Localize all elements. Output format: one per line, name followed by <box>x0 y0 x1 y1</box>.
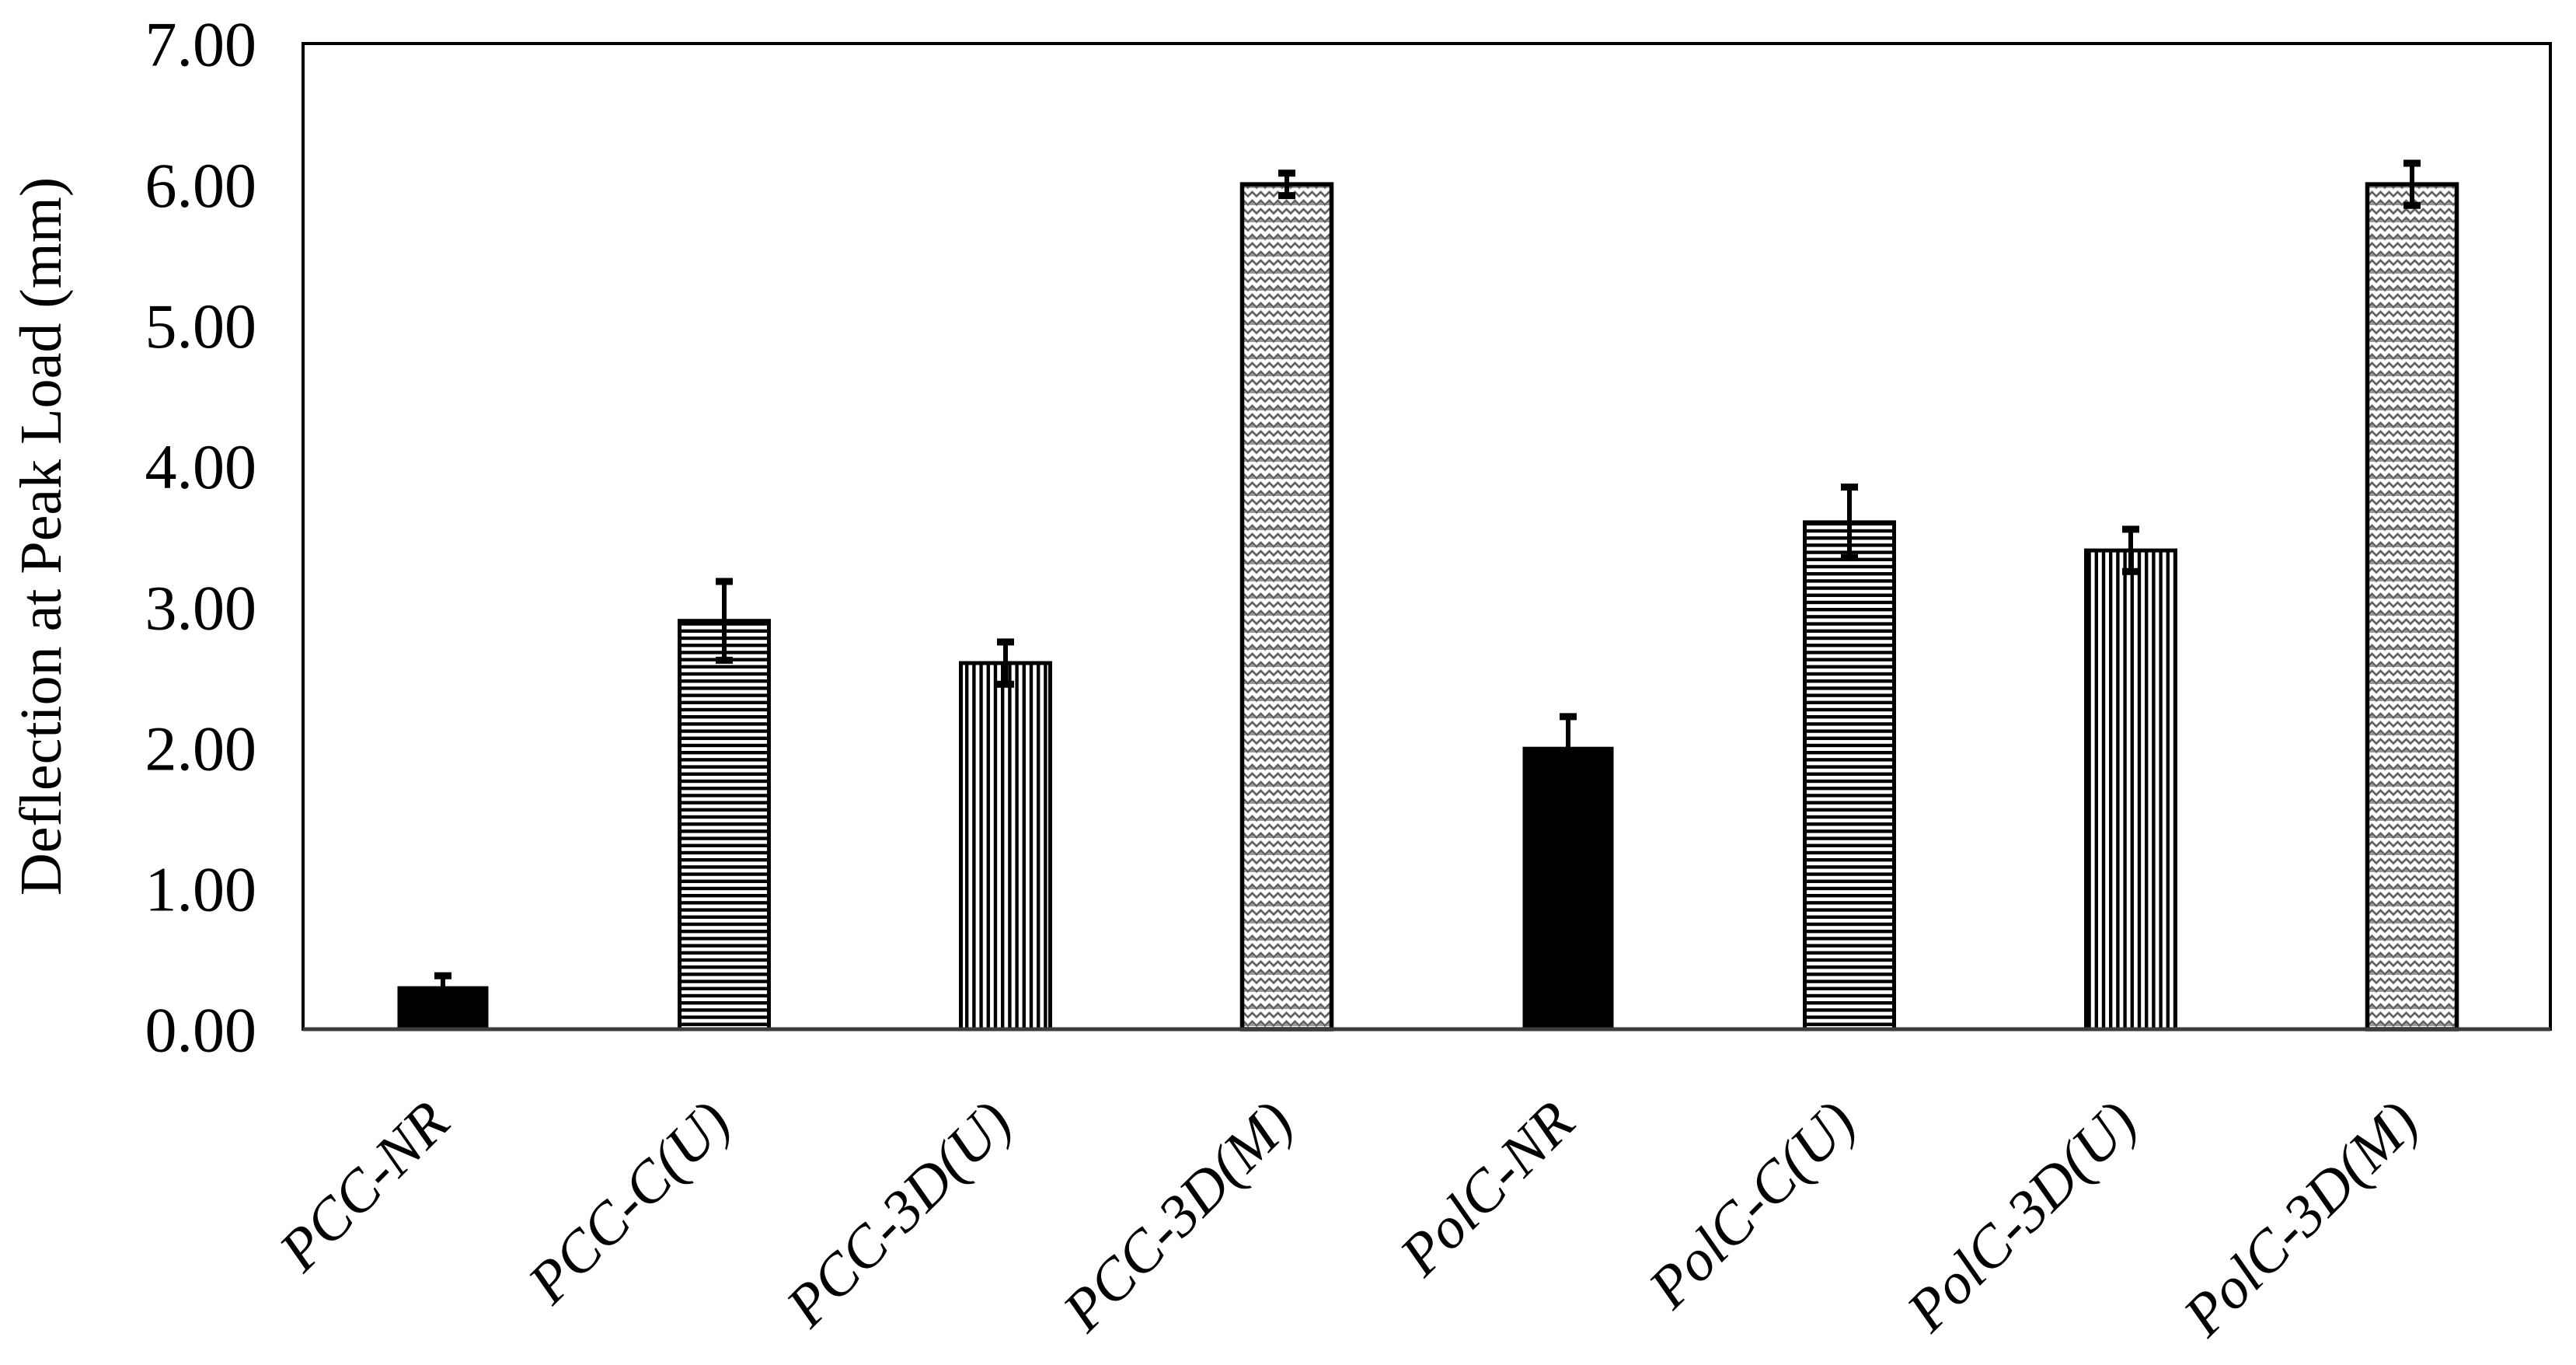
y-tick-label-1-00: 1.00 <box>145 854 257 925</box>
y-tick-label-4-00: 4.00 <box>145 431 257 502</box>
bar-polc-3d-m <box>2365 182 2459 1032</box>
y-tick-label-3-00: 3.00 <box>145 572 257 643</box>
error-bar-polc-nr <box>1560 713 1577 783</box>
y-tick-label-5-00: 5.00 <box>145 291 257 361</box>
y-tick-label-0-00: 0.00 <box>145 995 257 1066</box>
bar-pcc-3d-m <box>1239 182 1334 1032</box>
error-bar-polc-3d-u <box>2122 525 2139 575</box>
error-bar-polc-c-u <box>1841 484 1858 561</box>
error-bar-pcc-nr <box>434 972 451 1002</box>
bar-polc-3d-u <box>2084 548 2177 1032</box>
y-tick-label-6-00: 6.00 <box>145 150 257 221</box>
bar-pcc-3d-u <box>959 661 1052 1032</box>
error-bar-pcc-3d-m <box>1278 169 1295 200</box>
bar-pcc-c-u <box>678 619 771 1032</box>
bar-polc-nr <box>1522 746 1614 1030</box>
bar-polc-c-u <box>1803 520 1896 1032</box>
error-bar-pcc-c-u <box>716 578 733 664</box>
error-bar-pcc-3d-u <box>997 638 1014 688</box>
error-bar-polc-3d-m <box>2403 159 2421 209</box>
y-tick-label-2-00: 2.00 <box>145 713 257 784</box>
y-axis-title: Deflection at Peak Load (mm) <box>9 177 74 895</box>
y-tick-label-7-00: 7.00 <box>145 9 257 80</box>
